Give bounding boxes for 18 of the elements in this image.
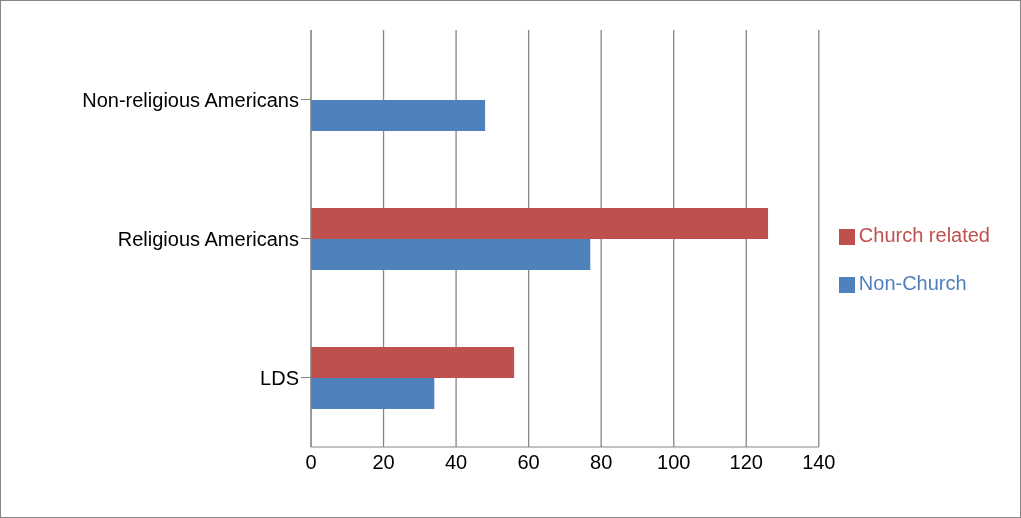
x-tick-label: 80: [590, 451, 613, 474]
bar: [311, 207, 769, 239]
x-tick-label: 20: [372, 451, 395, 474]
bar: [311, 99, 486, 131]
x-tick-label: 120: [729, 451, 763, 474]
y-tick-label: LDS: [260, 366, 299, 389]
x-tick-label: 100: [657, 451, 691, 474]
bar: [311, 238, 591, 270]
x-tick-label: 140: [802, 451, 836, 474]
x-tick-label: 40: [444, 451, 468, 474]
bar: [311, 346, 515, 378]
y-tick-label: Religious Americans: [117, 227, 299, 250]
legend-label: Church related: [858, 224, 990, 246]
y-tick-label: Non-religious Americans: [82, 88, 299, 111]
x-tick-label: 60: [517, 451, 540, 474]
x-tick-label: 0: [305, 451, 317, 474]
bar: [311, 377, 435, 409]
legend-label: Non-Church: [858, 272, 967, 294]
